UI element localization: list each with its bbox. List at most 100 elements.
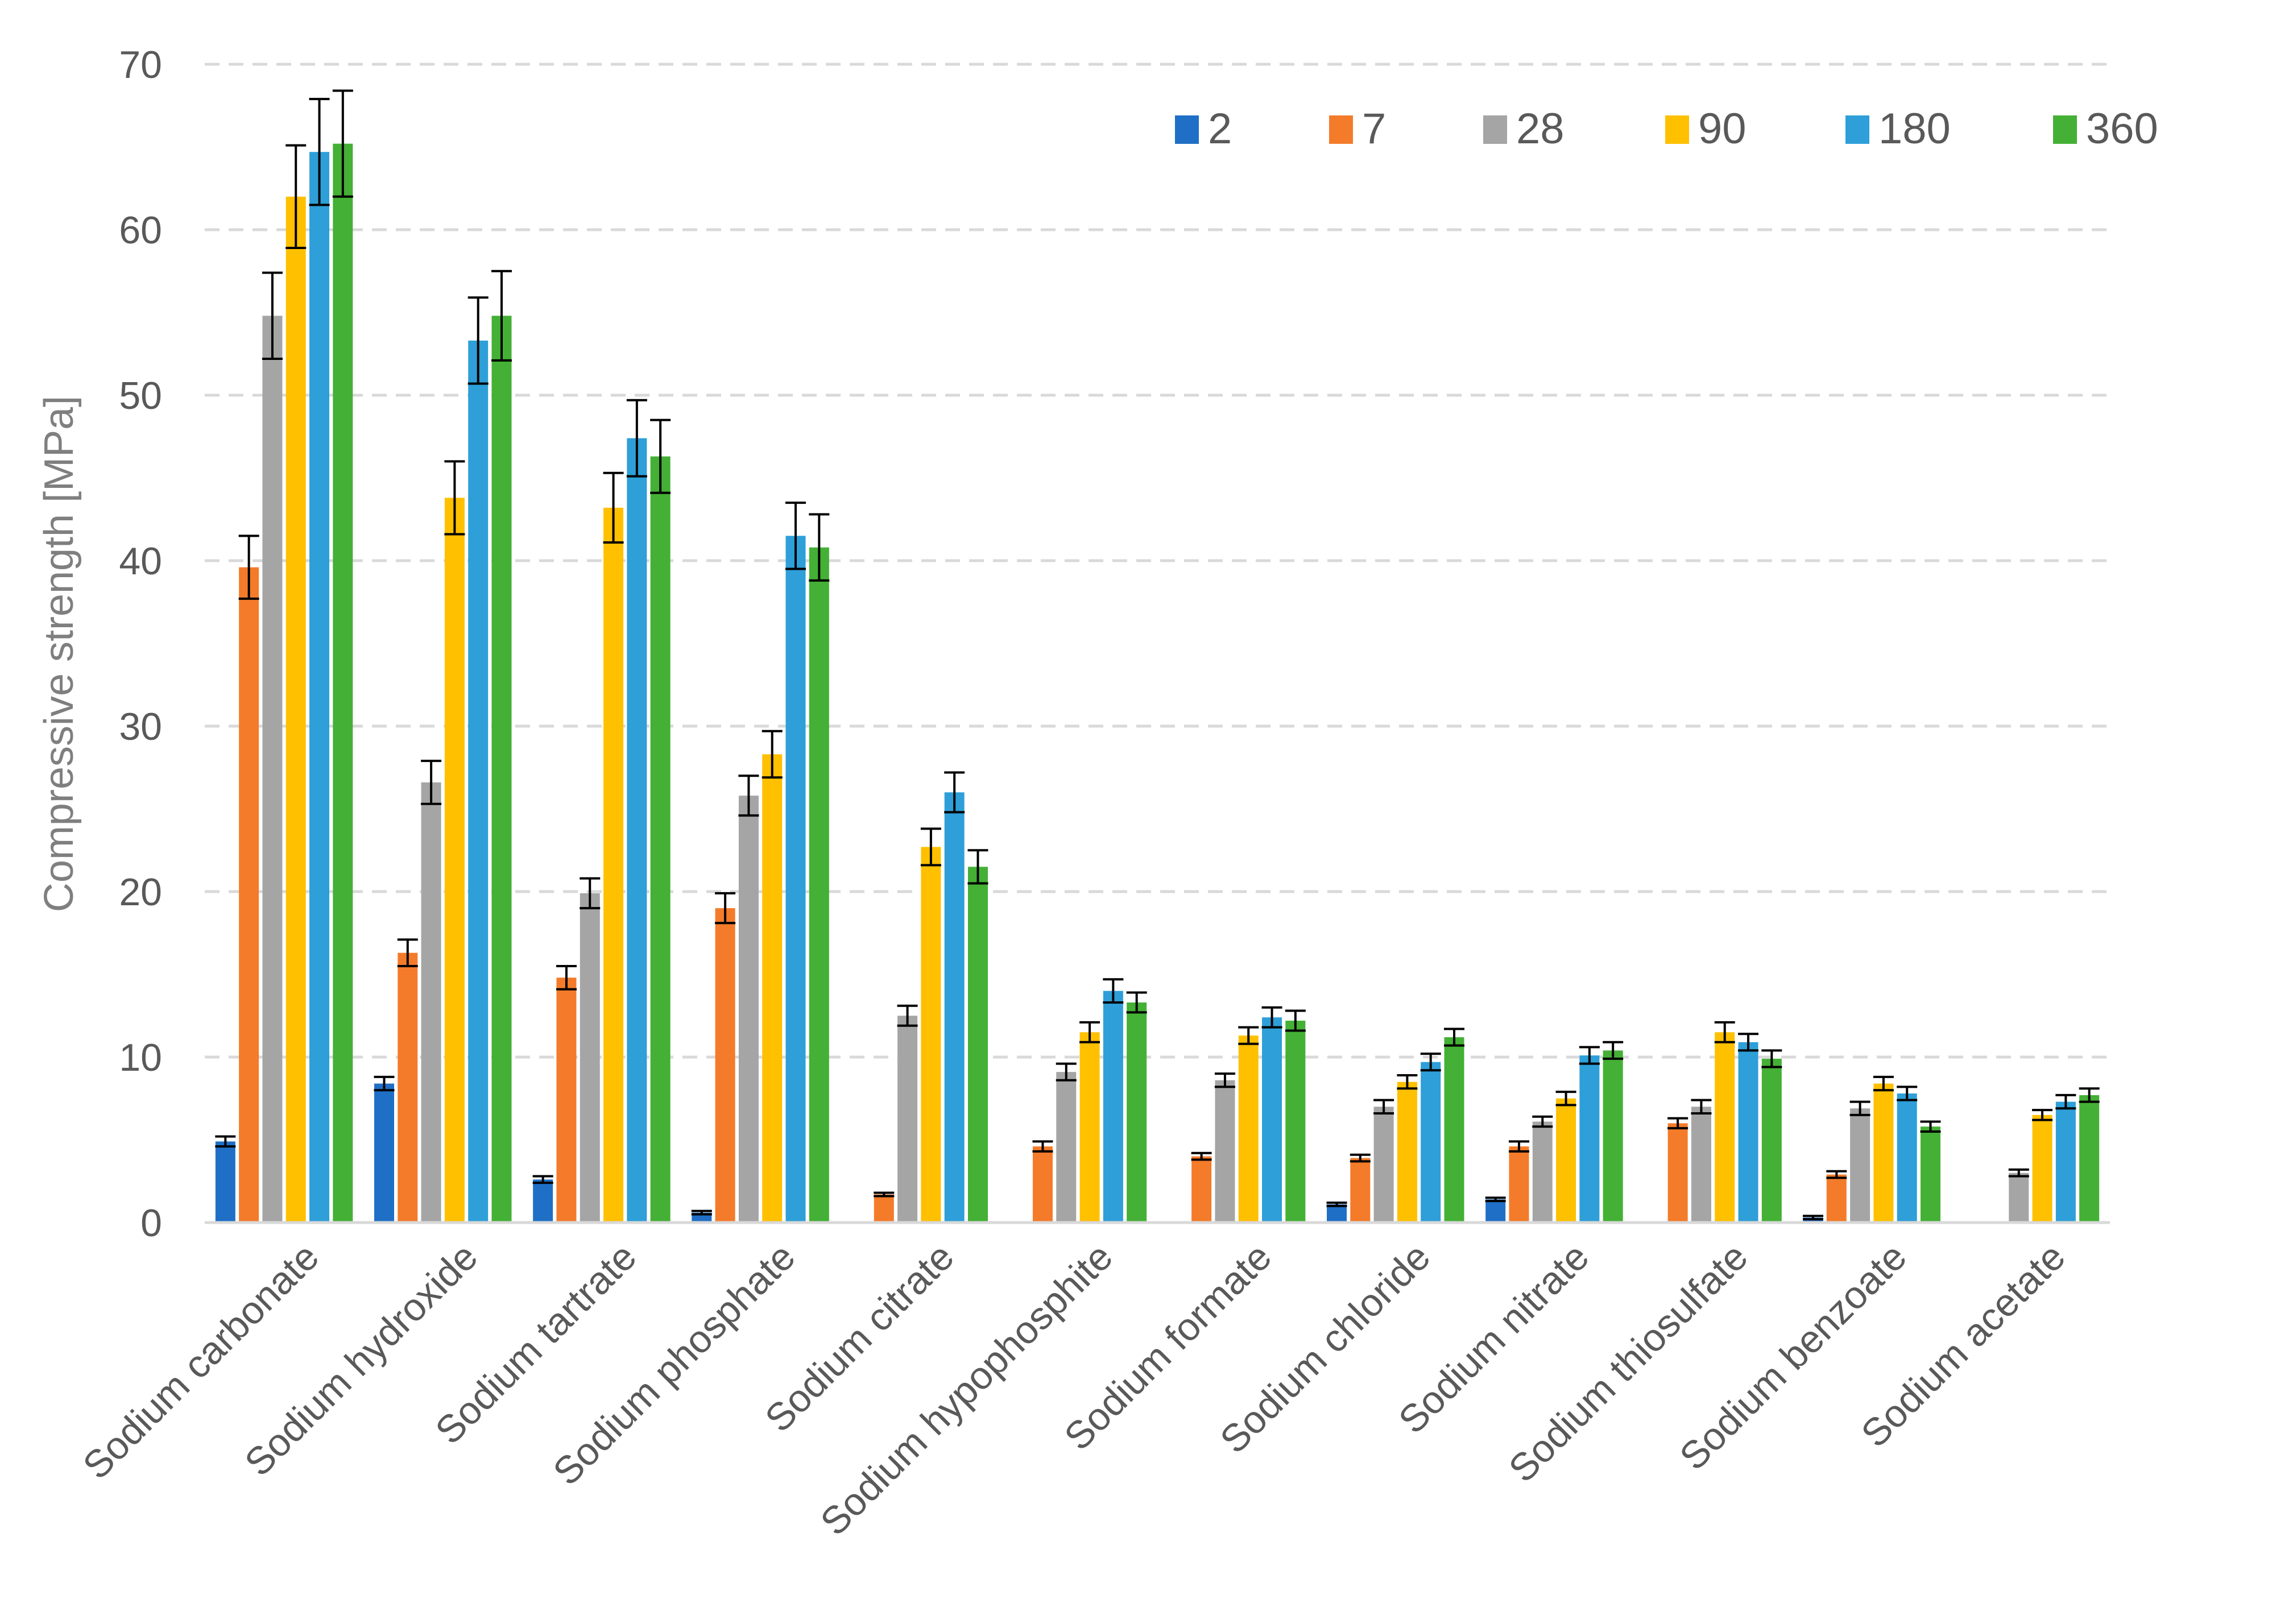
y-axis-title: Compressive strength [MPa] [36,396,82,912]
bar-360-7 [1444,1037,1464,1223]
error-bar-28-8 [1532,1115,1553,1128]
error-bar-7-4 [874,1191,895,1198]
bar-2-0 [215,1141,235,1223]
error-bar-7-3 [715,892,736,925]
legend-label: 360 [2086,105,2158,153]
error-bar-180-10 [1897,1086,1918,1101]
error-bar-28-11 [2008,1168,2029,1178]
bar-360-5 [1127,1002,1147,1223]
error-bar-180-2 [626,399,647,478]
error-bar-7-6 [1191,1151,1212,1161]
error-bar-2-1 [374,1075,395,1092]
bar-180-10 [1897,1093,1917,1223]
error-bar-180-4 [944,771,965,814]
bar-180-8 [1579,1055,1600,1223]
error-bars [215,89,2100,1221]
error-bar-28-7 [1373,1099,1394,1115]
y-tick-label: 20 [119,871,162,914]
bar-360-11 [2079,1095,2100,1223]
bar-180-1 [468,340,489,1223]
legend-swatch [1665,115,1689,144]
y-tick-label: 0 [140,1202,162,1245]
bar-2-8 [1485,1199,1506,1223]
error-bar-360-6 [1285,1009,1306,1032]
error-bar-360-2 [650,419,671,494]
error-bar-28-2 [580,877,601,910]
bar-90-8 [1556,1098,1576,1223]
bar-7-8 [1509,1146,1529,1223]
error-bar-90-6 [1238,1026,1259,1045]
bar-7-0 [239,567,259,1223]
bar-2-1 [374,1083,394,1223]
error-bar-180-7 [1420,1053,1441,1072]
legend-swatch [1175,115,1199,144]
error-bar-7-0 [238,535,259,600]
bar-90-7 [1397,1082,1417,1223]
legend-item-360: 360 [2053,105,2158,153]
bar-7-2 [556,977,577,1223]
bar-90-11 [2032,1115,2052,1223]
bar-360-9 [1761,1058,1782,1223]
bar-28-10 [1850,1108,1870,1223]
bar-180-7 [1421,1062,1441,1223]
error-bar-180-3 [785,502,806,570]
bar-180-9 [1738,1042,1758,1223]
bar-2-2 [533,1179,553,1223]
bar-90-9 [1715,1032,1735,1223]
error-bar-90-5 [1079,1021,1100,1043]
legend-label: 2 [1208,105,1232,153]
legend-item-2: 2 [1175,105,1232,153]
bar-360-10 [1921,1126,1940,1223]
y-tick-label: 60 [119,209,162,252]
error-bar-28-5 [1056,1062,1077,1082]
error-bar-28-1 [421,760,442,805]
bar-28-8 [1532,1121,1553,1223]
error-bar-360-5 [1126,991,1147,1014]
error-bar-28-9 [1691,1099,1712,1115]
bar-360-2 [650,456,671,1223]
error-bar-7-10 [1826,1170,1847,1179]
gridlines [205,63,2110,1059]
bar-28-11 [2009,1173,2029,1223]
legend-swatch [1845,115,1869,144]
bar-7-10 [1826,1174,1847,1223]
error-bar-28-0 [262,271,283,360]
y-tick-label: 70 [119,43,162,86]
y-axis-ticks: 0 10 20 30 40 50 60 70 [119,43,162,1245]
bar-28-9 [1691,1107,1711,1223]
error-bar-7-9 [1667,1117,1689,1130]
bar-90-2 [603,507,624,1223]
bar-360-6 [1285,1020,1306,1223]
error-bar-180-9 [1738,1033,1759,1052]
error-bar-7-8 [1508,1140,1529,1153]
error-bar-2-2 [532,1175,553,1184]
error-bar-360-3 [809,513,830,582]
error-bar-360-4 [967,849,988,885]
bar-90-5 [1079,1032,1100,1223]
error-bar-90-4 [920,827,941,867]
bar-180-3 [785,536,806,1223]
error-bar-180-6 [1261,1006,1282,1029]
error-bar-7-5 [1032,1140,1053,1153]
x-tick-label: Sodium hypophosphite [812,1235,1121,1544]
bar-28-2 [580,893,600,1223]
y-tick-label: 40 [119,540,162,583]
error-bar-180-8 [1579,1046,1600,1065]
error-bar-180-1 [467,296,489,385]
bar-7-3 [715,908,735,1223]
bar-7-7 [1350,1158,1371,1223]
legend-label: 28 [1516,105,1565,153]
error-bar-2-8 [1485,1196,1506,1203]
error-bar-90-0 [285,144,307,250]
y-tick-label: 10 [119,1036,162,1079]
error-bar-90-9 [1714,1021,1735,1043]
error-bar-360-8 [1603,1041,1624,1060]
bar-180-2 [627,438,647,1223]
bar-7-6 [1191,1156,1212,1223]
legend-swatch [1483,115,1507,144]
error-bar-360-1 [491,270,512,362]
bar-180-11 [2055,1101,2076,1223]
